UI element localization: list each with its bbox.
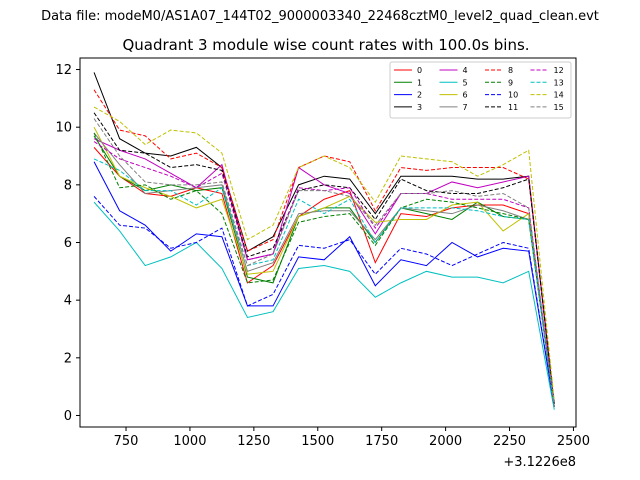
legend-box xyxy=(389,61,572,119)
x-tick-label: 1250 xyxy=(237,434,270,449)
suptitle: Data file: modeM0/AS1A07_144T02_90000033… xyxy=(41,9,599,24)
series-line-14 xyxy=(93,106,555,402)
x-tick-label: 2000 xyxy=(429,434,462,449)
series-line-10 xyxy=(93,196,555,407)
legend-label-15: 15 xyxy=(554,103,564,112)
legend-label-3: 3 xyxy=(417,103,422,112)
series-line-7 xyxy=(93,132,555,407)
y-tick-label: 10 xyxy=(55,121,72,136)
legend-label-1: 1 xyxy=(417,78,422,87)
series-line-2 xyxy=(93,161,555,407)
y-tick-label: 4 xyxy=(64,294,72,309)
series-line-13 xyxy=(93,158,555,407)
legend-label-8: 8 xyxy=(508,66,513,75)
legend-label-7: 7 xyxy=(463,103,468,112)
series-line-5 xyxy=(93,201,555,410)
series-line-15 xyxy=(93,118,555,407)
legend-label-2: 2 xyxy=(417,91,422,100)
series-line-3 xyxy=(93,72,555,404)
series-line-9 xyxy=(93,132,555,407)
y-tick-label: 12 xyxy=(55,63,72,78)
x-tick-label: 2500 xyxy=(557,434,590,449)
legend-label-13: 13 xyxy=(554,78,564,87)
y-axis: 0 2 4 6 8 10 12 xyxy=(55,63,80,424)
plot-area xyxy=(79,57,577,428)
legend-label-6: 6 xyxy=(463,91,468,100)
y-tick-label: 8 xyxy=(64,178,72,193)
x-tick-label: 1500 xyxy=(301,434,334,449)
legend-label-5: 5 xyxy=(463,78,468,87)
series-line-12 xyxy=(93,141,555,407)
x-tick-label: 1000 xyxy=(173,434,206,449)
series-line-4 xyxy=(93,138,555,407)
x-tick-label: 1750 xyxy=(365,434,398,449)
legend-label-12: 12 xyxy=(554,66,564,75)
legend-label-11: 11 xyxy=(508,103,518,112)
legend-label-14: 14 xyxy=(554,91,564,100)
chart-title: Quadrant 3 module wise count rates with … xyxy=(122,36,529,54)
series-line-6 xyxy=(93,126,555,407)
y-tick-label: 0 xyxy=(64,409,72,424)
x-tick-label: 2250 xyxy=(493,434,526,449)
y-tick-label: 6 xyxy=(64,236,72,251)
x-offset-label: +3.1226e8 xyxy=(503,455,576,470)
legend-label-9: 9 xyxy=(508,78,513,87)
legend-label-0: 0 xyxy=(417,66,422,75)
y-tick-label: 2 xyxy=(64,351,72,366)
series-line-11 xyxy=(93,112,555,404)
x-tick-label: 750 xyxy=(114,434,139,449)
series-line-8 xyxy=(93,89,555,404)
legend-label-10: 10 xyxy=(508,91,518,100)
x-axis: 750 1000 1250 1500 1750 2000 2250 2500 xyxy=(114,427,590,449)
legend-label-4: 4 xyxy=(463,66,468,75)
